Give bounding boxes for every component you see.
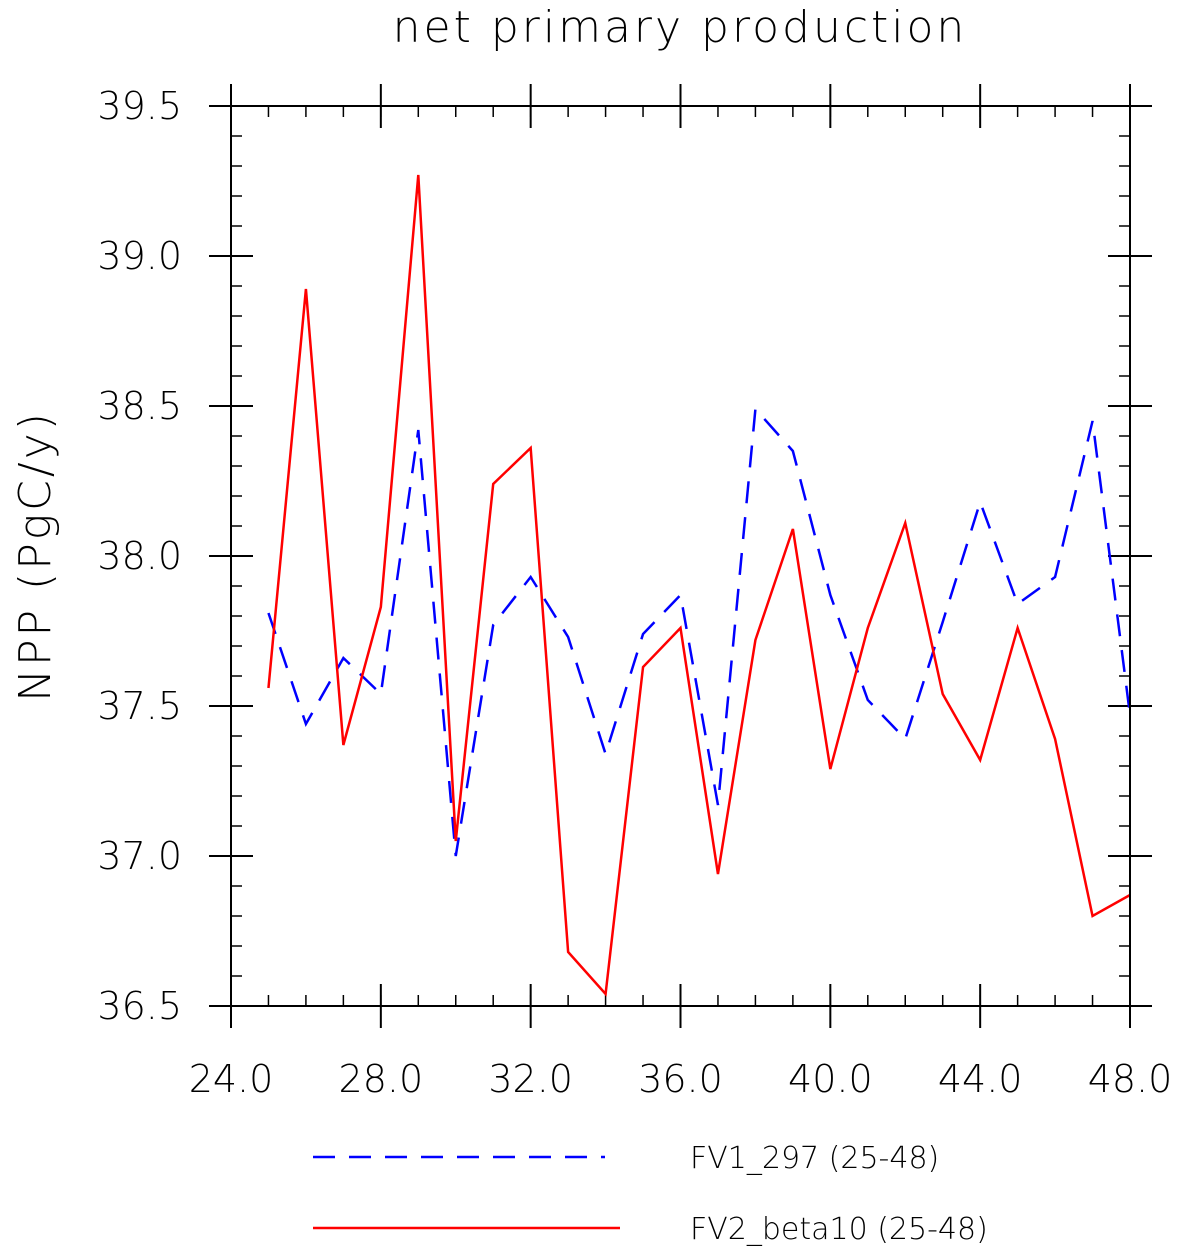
legend: FV1_297 (25-48) FV2_beta10 (25-48)	[313, 1141, 988, 1247]
y-tick-label: 37.5	[97, 684, 182, 728]
x-tick-label: 32.0	[488, 1057, 573, 1101]
y-tick-label: 38.0	[97, 534, 182, 578]
y-tick-label: 36.5	[97, 984, 182, 1028]
y-tick-labels: 36.5 37.0 37.5 38.0 38.5 39.0 39.5	[97, 84, 182, 1028]
x-tick-label: 40.0	[788, 1057, 873, 1101]
y-tick-label: 39.0	[97, 234, 182, 278]
plot-frame	[230, 105, 1131, 1007]
x-tick-label: 36.0	[638, 1057, 723, 1101]
series-layer	[267, 174, 1132, 997]
x-tick-labels: 24.0 28.0 32.0 36.0 40.0 44.0 48.0	[189, 1057, 1173, 1101]
x-tick-label: 44.0	[938, 1057, 1023, 1101]
y-tick-label: 38.5	[97, 384, 182, 428]
y-tick-label: 37.0	[97, 834, 182, 878]
series-line-0	[267, 406, 1132, 857]
minor-ticks	[230, 105, 1131, 1007]
y-tick-label: 39.5	[97, 84, 182, 128]
chart-title: net primary production	[393, 2, 968, 53]
x-tick-label: 24.0	[189, 1057, 274, 1101]
y-axis-label: NPP (PgC/y)	[10, 410, 61, 702]
series-line-1	[267, 174, 1131, 997]
legend-label-fv2-beta10: FV2_beta10 (25-48)	[690, 1212, 988, 1247]
x-tick-label: 48.0	[1088, 1057, 1173, 1101]
x-tick-label: 28.0	[339, 1057, 424, 1101]
major-ticks	[209, 84, 1152, 1028]
legend-label-fv1-297: FV1_297 (25-48)	[690, 1141, 939, 1176]
